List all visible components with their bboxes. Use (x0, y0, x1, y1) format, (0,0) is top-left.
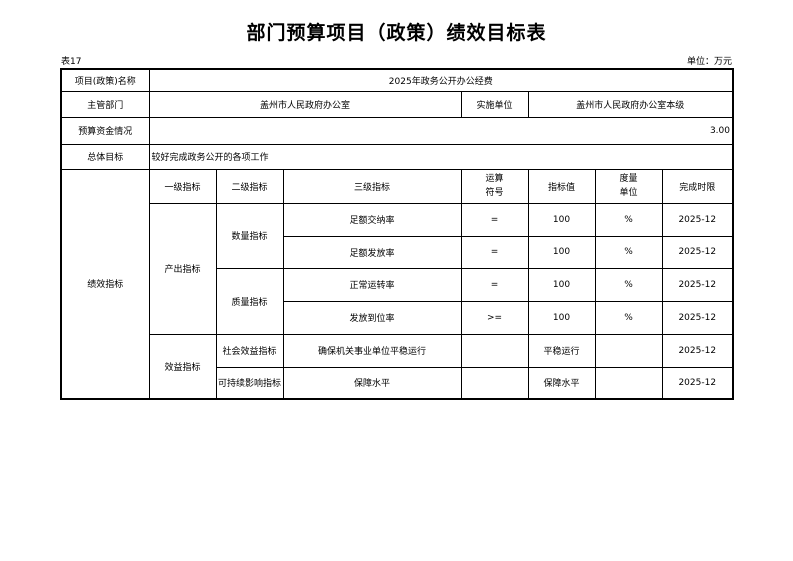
table-row: 效益指标 社会效益指标 确保机关事业单位平稳运行 平稳运行 2025-12 (61, 333, 734, 400)
cell: % (594, 300, 663, 335)
cell: 2025-12 (661, 267, 734, 302)
page-title: 部门预算项目（政策）绩效目标表 (246, 22, 547, 44)
header-row: 绩效指标 一级指标 二级指标 三级指标 运算符号 指标值 度量单位 完成时限 (60, 168, 734, 400)
unit-label: 单位：万元 (686, 57, 732, 67)
cell: = (460, 235, 529, 269)
cell: 足额交纳率 (282, 202, 462, 237)
value: 较好完成政务公开的各项工作 (148, 143, 734, 170)
cell: 100 (527, 202, 596, 237)
cell: % (594, 235, 663, 269)
cell: 确保机关事业单位平稳运行 (282, 333, 462, 368)
header: 一级指标 (148, 168, 217, 204)
cell: 2025-12 (661, 202, 734, 237)
group: 质量指标 (215, 267, 284, 335)
cell: % (594, 267, 663, 302)
cell: 100 (527, 300, 596, 335)
cell: % (594, 202, 663, 237)
cell: >= (460, 300, 529, 335)
table-row: 发放到位率 >= 100% 2025-12 (61, 300, 734, 335)
cell: 100 (527, 235, 596, 269)
group: 可持续影响指标 (215, 366, 284, 400)
table-row: 项目(政策)名称 2025年政务公开办公经费 (60, 68, 734, 92)
label: 预算资金情况 (60, 116, 150, 145)
label: 项目(政策)名称 (60, 68, 150, 92)
cell (594, 366, 663, 400)
header: 指标值 (527, 168, 596, 204)
label: 总体目标 (60, 143, 150, 170)
table-row: 足额发放率 = 100% 2025-12 (61, 235, 734, 269)
header: 二级指标 (215, 168, 284, 204)
cell: 2025-12 (661, 366, 734, 400)
group: 社会效益指标 (215, 333, 284, 368)
cell: 发放到位率 (282, 300, 462, 335)
cell: 2025-12 (661, 235, 734, 269)
header: 运算符号 (460, 168, 529, 204)
label: 实施单位 (460, 90, 529, 118)
cell: 保障水平 (282, 366, 462, 400)
header: 三级指标 (282, 168, 462, 204)
table-row: 可持续影响指标 保障水平 保障水平 2025-12 (61, 366, 734, 400)
table-row: 主管部门 盖州市人民政府办公室 实施单位 盖州市人民政府办公室本级 (60, 90, 734, 118)
table-row: 产出指标 数量指标 足额交纳率 = 100% 2025-12 (61, 202, 734, 335)
cell: 100 (527, 267, 596, 302)
value: 盖州市人民政府办公室本级 (527, 90, 734, 118)
cell: 2025-12 (661, 300, 734, 335)
cell: 足额发放率 (282, 235, 462, 269)
table-row: 总体目标 较好完成政务公开的各项工作 (60, 143, 734, 170)
table-row: 预算资金情况 3.00 (60, 116, 734, 145)
table-number: 表17 (61, 57, 82, 67)
label: 主管部门 (60, 90, 150, 118)
performance-table: 项目(政策)名称 2025年政务公开办公经费 主管部门 盖州市人民政府办公室 实… (60, 68, 734, 400)
cell: 2025-12 (661, 333, 734, 368)
perf-label: 绩效指标 (60, 168, 150, 400)
cell: 保障水平 (527, 366, 596, 400)
value: 3.00 (148, 116, 734, 145)
cell: = (460, 267, 529, 302)
header: 完成时限 (661, 168, 734, 204)
group: 效益指标 (148, 333, 217, 400)
group: 数量指标 (215, 202, 284, 269)
header: 度量单位 (594, 168, 663, 204)
cell: = (460, 202, 529, 237)
cell: 平稳运行 (527, 333, 596, 368)
value: 盖州市人民政府办公室 (148, 90, 462, 118)
cell (460, 366, 529, 400)
cell: 正常运转率 (282, 267, 462, 302)
cell (460, 333, 529, 368)
cell (594, 333, 663, 368)
value: 2025年政务公开办公经费 (148, 68, 734, 92)
group: 产出指标 (148, 202, 217, 335)
